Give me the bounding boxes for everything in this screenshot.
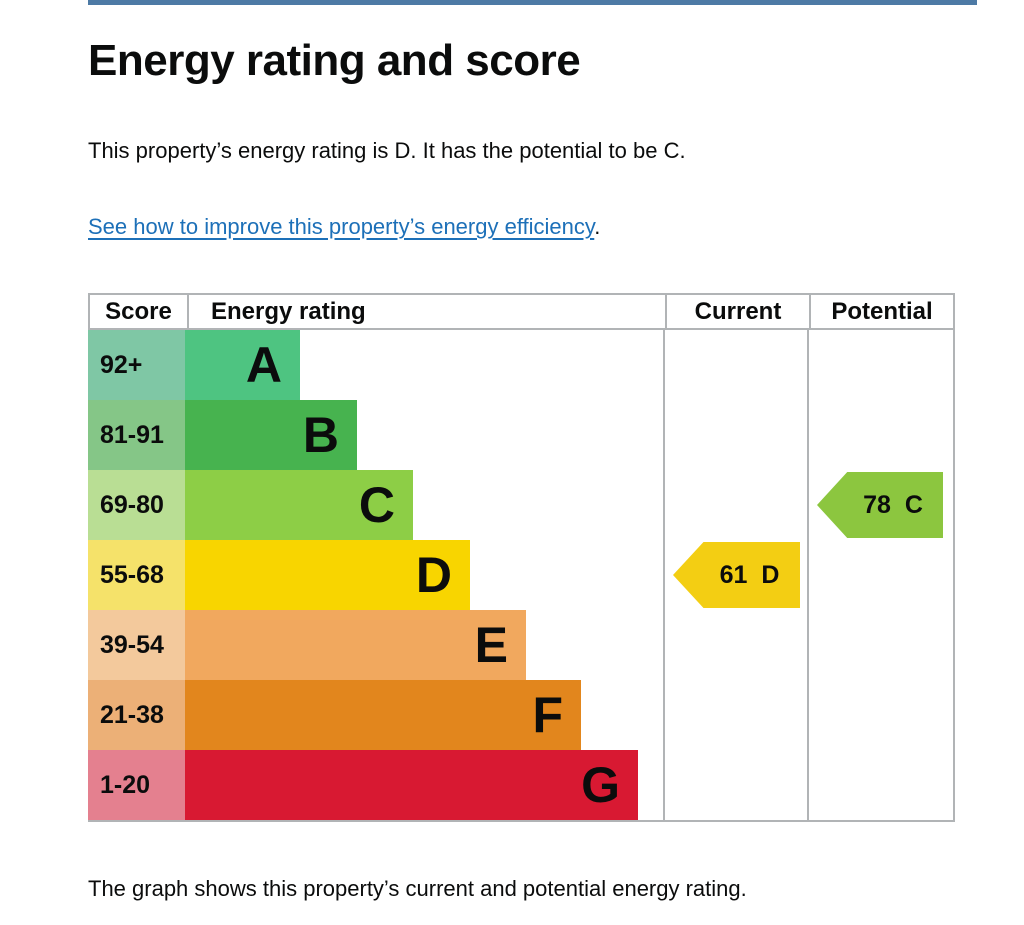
score-range-a: 92+ [88,330,185,400]
epc-body: 92+ A 81-91 B 69-80 C 55-68 D 39-54 E 21-38 F 1-20 G 6… [88,330,955,822]
current-rating-arrow: 61 D [673,542,800,608]
potential-rating-arrow: 78 C [817,472,943,538]
score-range-f: 21-38 [88,680,185,750]
epc-chart: Score Energy rating Current Potential 92… [88,293,955,822]
score-range-e: 39-54 [88,610,185,680]
column-header-current: Current [665,295,809,328]
epc-header-row: Score Energy rating Current Potential [88,293,955,330]
current-score-value: 61 [719,560,748,589]
rating-summary-text: This property’s energy rating is D. It h… [88,138,686,163]
epc-band-row-d: 55-68 D [88,540,955,610]
current-grade-letter: D [761,560,780,589]
rating-bar-a: A [185,330,300,400]
page-title: Energy rating and score [88,36,581,85]
score-range-g: 1-20 [88,750,185,820]
column-header-energy-rating: Energy rating [187,295,665,328]
epc-band-row-c: 69-80 C [88,470,955,540]
epc-band-row-b: 81-91 B [88,400,955,470]
epc-band-row-e: 39-54 E [88,610,955,680]
column-header-potential: Potential [809,295,953,328]
rating-bar-g: G [185,750,638,820]
potential-column-divider [807,330,809,820]
table-right-border [953,330,955,820]
epc-band-row-g: 1-20 G [88,750,955,820]
epc-band-row-f: 21-38 F [88,680,955,750]
link-suffix: . [594,214,601,239]
rating-bar-b: B [185,400,357,470]
current-column-divider [663,330,665,820]
rating-bar-c: C [185,470,413,540]
rating-bar-f: F [185,680,581,750]
rating-bar-e: E [185,610,526,680]
score-range-d: 55-68 [88,540,185,610]
section-divider-rule [88,0,977,5]
improve-efficiency-link[interactable]: See how to improve this property’s energ… [88,214,595,239]
graph-caption: The graph shows this property’s current … [88,876,747,901]
score-range-b: 81-91 [88,400,185,470]
epc-band-row-a: 92+ A [88,330,955,400]
score-range-c: 69-80 [88,470,185,540]
potential-grade-letter: C [904,490,923,519]
improve-link-line: See how to improve this property’s energ… [88,214,600,240]
potential-score-value: 78 [863,490,891,519]
column-header-score: Score [105,297,172,325]
rating-bar-d: D [185,540,470,610]
